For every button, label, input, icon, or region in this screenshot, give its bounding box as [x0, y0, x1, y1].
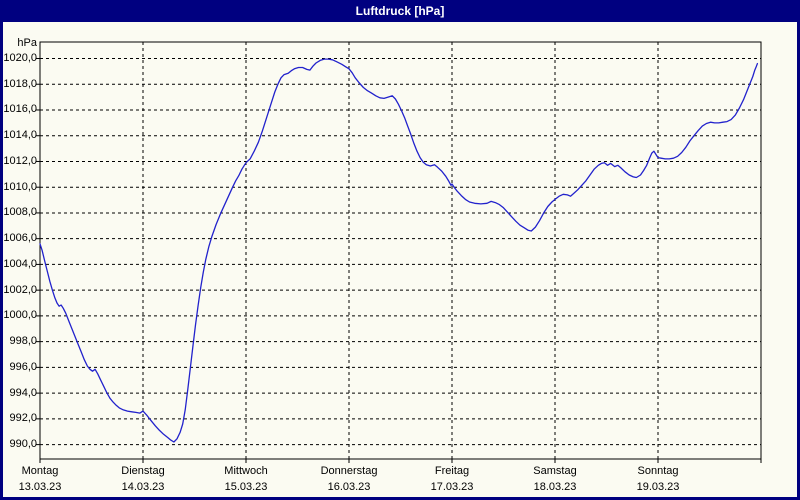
x-date-label: 16.03.23	[327, 481, 371, 493]
y-tick-label: 1008,0	[3, 206, 37, 219]
x-date-label: 13.03.23	[18, 481, 62, 493]
y-tick-label: 994,0	[9, 386, 37, 399]
y-tick-label: 1010,0	[3, 180, 37, 193]
x-day-label: Donnerstag	[320, 465, 378, 477]
pressure-line-chart	[36, 41, 762, 463]
x-date-label: 14.03.23	[121, 481, 165, 493]
x-day-label: Mittwoch	[224, 465, 268, 477]
y-tick-label: 1018,0	[3, 77, 37, 90]
x-date-label: 18.03.23	[533, 481, 577, 493]
y-tick-label: 1006,0	[3, 232, 37, 245]
y-tick-label: 998,0	[9, 335, 37, 348]
plot-border	[39, 41, 762, 460]
y-tick-label: 1002,0	[3, 283, 37, 296]
x-date-label: 19.03.23	[636, 481, 680, 493]
window-title: Luftdruck [hPa]	[355, 4, 445, 18]
y-tick-label: 1012,0	[3, 154, 37, 167]
x-day-label: Freitag	[434, 465, 470, 477]
x-day-label: Dienstag	[121, 465, 165, 477]
x-date-label: 17.03.23	[430, 481, 474, 493]
y-tick-label: 1000,0	[3, 309, 37, 322]
y-tick-label: 996,0	[9, 360, 37, 373]
x-date-label: 15.03.23	[224, 481, 268, 493]
y-axis-unit-label: hPa	[17, 36, 37, 49]
y-tick-label: 1016,0	[3, 103, 37, 116]
title-bar: Luftdruck [hPa]	[0, 0, 800, 22]
y-tick-label: 1020,0	[3, 52, 37, 64]
x-day-label: Sonntag	[637, 465, 679, 477]
chart-area: hPa 990,0 992,0 994,0 996,0 998,0 1000,0 1002,…	[3, 22, 797, 497]
y-tick-label: 1004,0	[3, 257, 37, 270]
y-tick-label: 992,0	[9, 412, 37, 425]
y-tick-label: 1014,0	[3, 129, 37, 142]
pressure-series-line	[39, 58, 759, 443]
x-day-label: Samstag	[533, 465, 577, 477]
x-day-label: Montag	[21, 465, 59, 477]
y-tick-label: 990,0	[9, 438, 37, 451]
